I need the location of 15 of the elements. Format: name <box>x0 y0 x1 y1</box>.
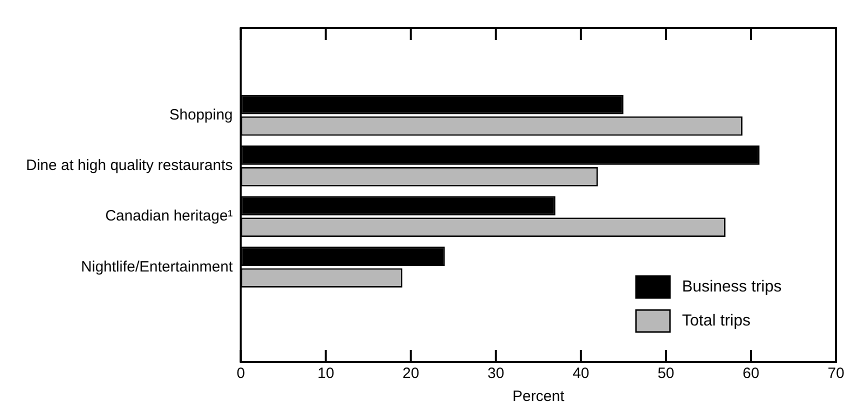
x-tick-label: 50 <box>658 365 674 382</box>
legend-label: Business trips <box>682 278 782 296</box>
x-tick-label: 30 <box>488 365 504 382</box>
x-tick-label: 70 <box>828 365 844 382</box>
legend-label: Total trips <box>682 312 750 330</box>
x-tick-label: 0 <box>236 365 245 382</box>
x-tick-label: 60 <box>742 365 760 382</box>
x-axis-title: Percent <box>512 388 566 406</box>
y-tick-label: Nightlife/Entertainment <box>81 258 234 276</box>
x-tick-label: 10 <box>317 365 334 382</box>
x-tick-label: 40 <box>572 365 590 382</box>
y-tick-label: Canadian heritage¹ <box>105 208 233 225</box>
y-tick-label: Shopping <box>169 106 233 124</box>
x-tick-label: 20 <box>402 365 420 382</box>
y-tick-label: Dine at high quality restaurants <box>26 157 233 174</box>
